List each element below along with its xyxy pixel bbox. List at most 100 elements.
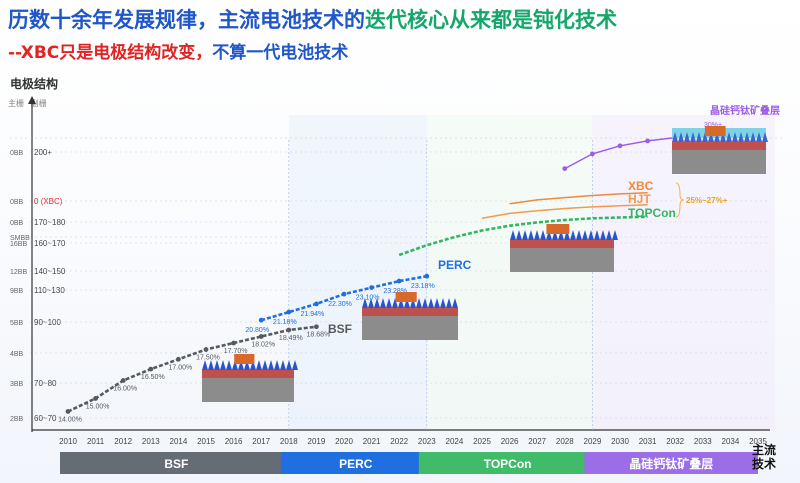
data-point-perc (424, 273, 430, 279)
era-bar-label: PERC (339, 457, 373, 471)
y-axis-title: 电极结构 (10, 77, 59, 91)
y-tick-label: 140~150 (34, 267, 66, 276)
perc-cell-illustration-layer (362, 308, 458, 316)
series-line-hjt (481, 204, 648, 220)
tandem-cell-illustration-texture (744, 132, 750, 142)
topcon-cell-illustration-texture (552, 230, 558, 240)
data-label-perc: 21.18% (273, 319, 297, 326)
y-tick-code: 4BB (10, 351, 24, 358)
data-label-bsf: 16.50% (141, 374, 165, 381)
topcon-cell-illustration-texture (570, 230, 576, 240)
data-point-perc (396, 278, 402, 284)
tandem-cell-illustration-texture (750, 132, 756, 142)
data-point-bsf (120, 378, 126, 383)
y-tick-label: 0 (XBC) (34, 197, 63, 206)
topcon-cell-illustration-texture (510, 230, 516, 240)
era-bar-2 (280, 452, 441, 474)
topcon-cell-illustration-texture (558, 230, 564, 240)
topcon-cell-illustration-base (510, 246, 614, 272)
x-tick-label: 2025 (473, 437, 491, 446)
y-axis-col2-header: 副栅 (30, 99, 47, 108)
data-label-perc: 23.28% (383, 288, 407, 295)
bsf-cell-illustration-base (202, 376, 294, 402)
y-tick-code: 0BB (10, 150, 24, 157)
x-tick-label: 2016 (225, 437, 243, 446)
perc-cell-illustration-texture (440, 298, 446, 308)
data-label-perc: 22.30% (328, 301, 352, 308)
data-label-bsf: 18.68% (307, 332, 331, 339)
topcon-cell-illustration-busbar (546, 224, 570, 234)
title-part-2: 迭代核心从来都是钝化技术 (365, 8, 617, 32)
perc-cell-illustration-texture (398, 298, 404, 308)
bsf-cell-illustration-texture (202, 360, 208, 370)
topcon-cell-illustration-texture (600, 230, 606, 240)
x-tick-label: 2020 (335, 437, 353, 446)
series-name-hjt: HJT (628, 192, 651, 206)
tandem-cell-illustration-texture (738, 132, 744, 142)
era-bar-3 (418, 452, 607, 474)
data-point-perovskite (645, 138, 650, 144)
bsf-cell-illustration-texture (244, 360, 250, 370)
page-title: 历数十余年发展规律，主流电池技术的迭代核心从来都是钝化技术 (8, 4, 617, 34)
series-line-topcon (398, 215, 648, 257)
series-line-bsf (67, 325, 317, 413)
tandem-cell-illustration-texture (672, 132, 678, 142)
era-bar-4 (584, 452, 758, 474)
subtitle-part-1: --XBC只是电极结构改变， (8, 43, 213, 63)
era-bar-label: TOPCon (484, 457, 532, 471)
y-axis-column-headers: 主栅 副栅 (8, 98, 47, 109)
data-point-bsf (314, 324, 319, 330)
x-tick-label: 2014 (170, 437, 188, 446)
data-label-perc: 20.80% (245, 327, 269, 334)
data-point-bsf (286, 327, 292, 333)
data-point-perc (341, 291, 347, 297)
bsf-cell-illustration-texture (220, 360, 226, 370)
topcon-cell-illustration-texture (534, 230, 540, 240)
bsf-cell-illustration-texture (280, 360, 286, 370)
x-tick-label: 2034 (722, 437, 740, 446)
topcon-cell-illustration-texture (588, 230, 594, 240)
tandem-cell-illustration-texture (714, 132, 720, 142)
data-point-bsf (176, 356, 181, 362)
title-part-1: 历数十余年发展规律，主流电池技术的 (8, 8, 365, 32)
x-tick-label: 2011 (87, 437, 105, 446)
bsf-cell-illustration-texture (208, 360, 214, 370)
data-label-perc: 23.10% (356, 295, 380, 302)
data-label-perc: 21.94% (301, 311, 325, 318)
tandem-cell-illustration-texture (702, 132, 708, 142)
x-tick-label: 2018 (280, 437, 298, 446)
bsf-cell-illustration-texture (268, 360, 274, 370)
y-tick-label: 60~70 (34, 414, 57, 423)
bsf-cell-illustration-texture (226, 360, 232, 370)
x-tick-label: 2015 (197, 437, 215, 446)
y-tick-code: 12BB (10, 269, 27, 276)
bsf-cell-illustration-texture (214, 360, 220, 370)
bsf-cell-illustration-texture (250, 360, 256, 370)
x-tick-label: 2022 (390, 437, 408, 446)
topcon-cell-illustration-layer (510, 240, 614, 248)
tandem-cell-illustration-texture (756, 132, 762, 142)
data-point-perc (369, 285, 374, 290)
y-tick-code: SMBB (10, 235, 30, 242)
data-point-bsf (148, 366, 154, 372)
tandem-cell-illustration-texture (732, 132, 738, 142)
perc-cell-illustration-busbar (395, 292, 417, 302)
perc-cell-illustration-texture (362, 298, 368, 308)
data-point-perc (314, 301, 319, 307)
x-tick-label: 2029 (584, 437, 602, 446)
subtitle-part-2: 不算一代电池技术 (212, 43, 349, 63)
data-point-perovskite (617, 143, 623, 149)
tandem-cell-illustration-texture (708, 132, 714, 142)
y-tick-label: 160~170 (34, 239, 66, 248)
data-point-perovskite (562, 166, 568, 172)
x-tick-label: 2019 (308, 437, 326, 446)
tandem-cell-illustration-texture (690, 132, 696, 142)
data-point-perc (286, 309, 292, 315)
topcon-cell-illustration-texture (612, 230, 618, 240)
perc-cell-illustration-texture (452, 298, 458, 308)
y-tick-label: 200+ (34, 148, 52, 157)
data-point-perc (258, 317, 264, 323)
perc-cell-illustration-texture (434, 298, 440, 308)
y-tick-code: 9BB (10, 288, 24, 295)
y-tick-label: 70~80 (34, 379, 57, 388)
